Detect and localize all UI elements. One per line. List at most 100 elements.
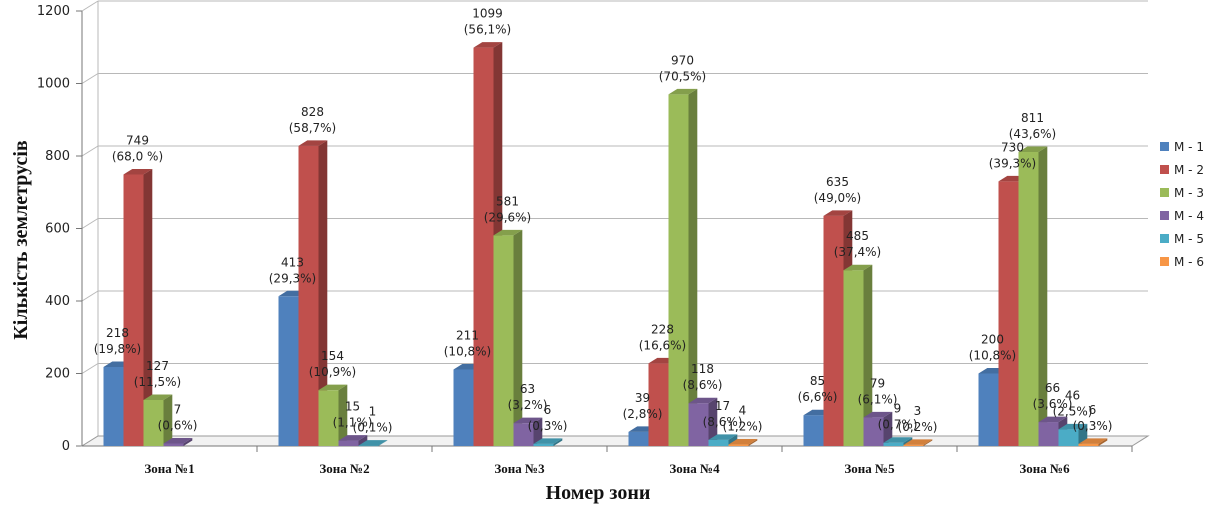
data-label-value: 7: [174, 402, 182, 416]
bar-top: [688, 397, 718, 404]
data-label-percent: (29,6%): [484, 210, 531, 224]
data-label-percent: (37,4%): [834, 245, 881, 259]
gridlines: [81, 0, 1148, 447]
y-tick-label: 0: [62, 439, 70, 454]
bar-top: [903, 439, 933, 445]
data-label-percent: (68,0 %): [112, 149, 163, 163]
bars: [103, 42, 1108, 447]
legend-swatch: [1160, 211, 1169, 220]
bar-top: [298, 140, 328, 146]
bar: [843, 270, 864, 446]
legend-swatch: [1160, 188, 1169, 197]
data-label-value: 6: [544, 403, 552, 417]
legend-label: M - 6: [1174, 255, 1204, 269]
bar: [728, 444, 749, 446]
data-label-value: 730: [1001, 140, 1024, 154]
data-label-value: 118: [691, 362, 714, 376]
data-label-value: 3: [914, 404, 922, 418]
bar-top: [473, 42, 503, 48]
bar: [688, 403, 709, 446]
bar-top: [728, 439, 758, 445]
data-label-percent: (0,7%): [878, 418, 918, 432]
bar-top: [863, 411, 893, 418]
x-tick-label: Зона №2: [319, 461, 369, 476]
data-label-percent: (2,5%): [1053, 404, 1093, 418]
bar: [883, 442, 904, 446]
bar-top: [708, 434, 738, 440]
gridline-side: [81, 218, 99, 229]
bar: [318, 390, 339, 446]
data-label-percent: (10,8%): [444, 345, 491, 359]
bar: [338, 440, 359, 446]
data-label-percent: (11,5%): [134, 375, 181, 389]
bar: [903, 444, 924, 446]
data-label-value: 200: [981, 333, 1004, 347]
x-tick-label: Зона №6: [1019, 461, 1070, 476]
y-tick-label: 600: [45, 222, 70, 237]
y-tick-label: 1000: [37, 77, 70, 92]
gridline-side: [81, 73, 99, 84]
gridline-side: [81, 145, 99, 157]
data-label-percent: (3,6%): [1033, 397, 1073, 411]
bar-side: [748, 439, 758, 446]
data-label-percent: (39,3%): [989, 156, 1036, 170]
bar-top: [1078, 438, 1108, 444]
data-label-percent: (3,2%): [508, 398, 548, 412]
bar: [513, 423, 534, 446]
bar-side: [1038, 146, 1048, 446]
bar: [803, 415, 824, 446]
bar: [533, 443, 554, 446]
bar-side: [338, 384, 348, 446]
bar: [453, 369, 474, 446]
data-label-value: 63: [520, 382, 535, 396]
bar: [1018, 152, 1039, 446]
bar-side: [378, 440, 388, 446]
data-label-value: 1: [369, 405, 377, 419]
bar-top: [493, 229, 523, 236]
data-label-value: 413: [281, 255, 304, 269]
bar-side: [863, 264, 873, 446]
bar: [628, 431, 649, 446]
y-axis-title: Кількість землетрусів: [10, 140, 32, 340]
data-label-percent: (0,6%): [158, 418, 198, 432]
bar-top: [1038, 416, 1068, 423]
bar-side: [883, 411, 893, 446]
bar: [473, 47, 494, 447]
data-label-value: 218: [106, 326, 129, 340]
bar-side: [728, 434, 738, 446]
legend-swatch: [1160, 257, 1169, 266]
data-label-percent: (6,6%): [798, 390, 838, 404]
bar-top: [513, 417, 543, 424]
bar-side: [143, 168, 153, 447]
bar: [648, 363, 669, 446]
bar: [278, 296, 299, 446]
data-label-value: 211: [456, 329, 479, 343]
bar: [708, 439, 729, 446]
data-label-percent: (6,1%): [858, 392, 898, 406]
x-tick-label: Зона №3: [494, 461, 545, 476]
data-label-percent: (8,6%): [703, 415, 743, 429]
data-label-percent: (49,0%): [814, 191, 861, 205]
data-label-value: 46: [1065, 388, 1080, 402]
bar-top: [883, 437, 913, 443]
legend-label: M - 4: [1174, 209, 1204, 223]
data-label-value: 154: [321, 349, 344, 363]
bar-top: [823, 210, 853, 216]
bar-top: [338, 435, 368, 441]
bar-side: [553, 438, 563, 446]
data-label-percent: (56,1%): [464, 23, 511, 37]
data-label-percent: (8,6%): [683, 378, 723, 392]
legend-swatch: [1160, 234, 1169, 243]
data-label-percent: (70,5%): [659, 69, 706, 83]
y-tick-label: 400: [45, 294, 70, 309]
y-tick-label: 1200: [37, 4, 70, 19]
bar: [1038, 422, 1059, 446]
data-label-percent: (0,2%): [898, 420, 938, 434]
x-axis-title: Номер зони: [546, 482, 651, 504]
legend-label: M - 5: [1174, 232, 1204, 246]
data-label-percent: (16,6%): [639, 338, 686, 352]
data-label-value: 485: [846, 229, 869, 243]
bar-side: [513, 229, 523, 446]
bar-side: [923, 439, 933, 446]
